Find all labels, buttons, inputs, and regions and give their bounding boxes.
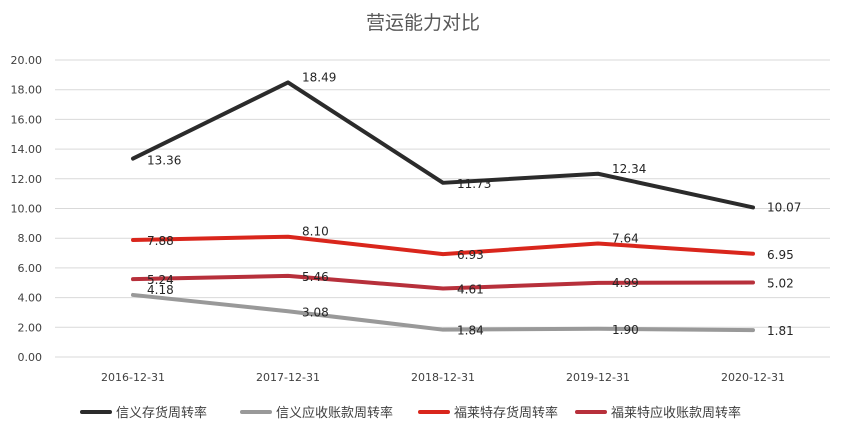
data-label: 6.93 <box>457 248 484 262</box>
legend-label: 信义应收账款周转率 <box>276 405 393 421</box>
x-tick-label: 2020-12-31 <box>721 371 785 384</box>
legend-label: 福莱特存货周转率 <box>454 405 558 421</box>
data-label: 1.81 <box>767 324 794 338</box>
data-label: 4.18 <box>147 283 174 297</box>
x-tick-label: 2018-12-31 <box>411 371 475 384</box>
data-label: 1.84 <box>457 324 484 338</box>
data-label: 4.61 <box>457 283 484 297</box>
data-label: 3.08 <box>302 305 329 319</box>
gridlines <box>55 59 830 358</box>
y-tick-label: 0.00 <box>18 351 43 364</box>
data-label: 7.88 <box>147 234 174 248</box>
series-line <box>131 273 755 291</box>
x-tick-label: 2016-12-31 <box>101 371 165 384</box>
series-line <box>131 234 755 257</box>
data-label: 1.90 <box>612 323 639 337</box>
data-label: 5.46 <box>302 270 329 284</box>
series-line <box>131 292 755 333</box>
x-tick-label: 2019-12-31 <box>566 371 630 384</box>
y-tick-label: 4.00 <box>18 292 43 305</box>
data-label: 8.10 <box>302 225 329 239</box>
y-tick-label: 16.00 <box>11 113 43 126</box>
data-label: 4.99 <box>612 276 639 290</box>
data-label: 6.95 <box>767 248 794 262</box>
y-tick-label: 14.00 <box>11 143 43 156</box>
legend: 信义存货周转率 信义应收账款周转率 福莱特存货周转率 福莱特应收账款周转率 <box>80 405 741 421</box>
data-label: 7.64 <box>612 232 639 246</box>
data-label: 12.34 <box>612 162 646 176</box>
data-label: 5.02 <box>767 276 794 290</box>
data-label: 5.24 <box>147 273 174 287</box>
y-axis: 0.00 2.00 4.00 6.00 8.00 10.00 12.00 14.00 16.00… <box>11 54 43 364</box>
legend-label: 福莱特应收账款周转率 <box>611 405 741 421</box>
y-tick-label: 18.00 <box>11 84 43 97</box>
y-tick-label: 12.00 <box>11 173 43 186</box>
y-tick-label: 8.00 <box>18 232 43 245</box>
data-labels: 13.36 18.49 11.73 12.34 10.07 4.18 3.08 1.84 1.9… <box>147 70 801 338</box>
x-tick-label: 2017-12-31 <box>256 371 320 384</box>
y-tick-label: 6.00 <box>18 262 43 275</box>
data-label: 13.36 <box>147 154 181 168</box>
legend-label: 信义存货周转率 <box>116 405 207 421</box>
y-tick-label: 2.00 <box>18 321 43 334</box>
chart-title: 营运能力对比 <box>366 12 480 34</box>
data-label: 10.07 <box>767 200 801 214</box>
data-label: 18.49 <box>302 70 336 84</box>
series-line <box>131 80 755 210</box>
x-axis: 2016-12-31 2017-12-31 2018-12-31 2019-12-31… <box>101 371 785 384</box>
y-tick-label: 20.00 <box>11 54 43 67</box>
data-label: 11.73 <box>457 177 491 191</box>
series-group <box>131 80 755 333</box>
y-tick-label: 10.00 <box>11 203 43 216</box>
